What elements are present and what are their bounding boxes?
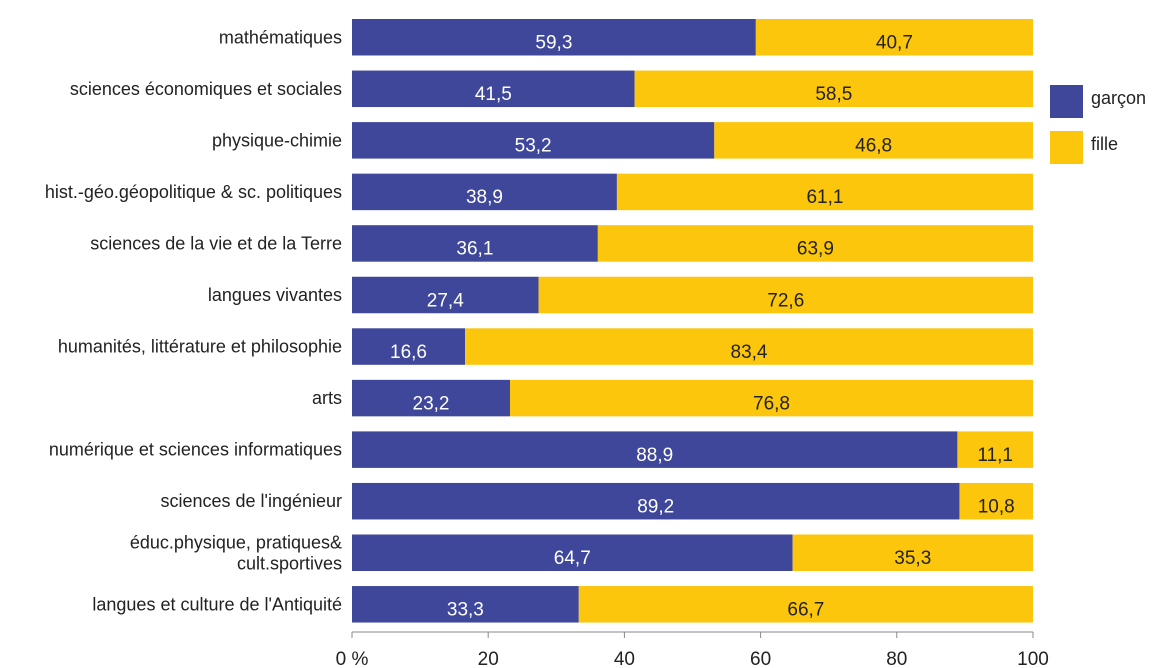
bar-garcon: [352, 586, 579, 623]
bar-garcon: [352, 122, 715, 159]
data-label: 46,8: [855, 136, 892, 157]
x-tick-label: 100: [1017, 649, 1049, 668]
data-label: 63,9: [797, 239, 834, 260]
data-label: 76,8: [753, 393, 790, 414]
data-label: 72,6: [767, 290, 804, 311]
bar-fille: [538, 276, 1033, 314]
category-label: langues et culture de l'Antiquité: [92, 594, 342, 614]
legend-swatch-fille: [1050, 131, 1083, 164]
bar-garcon: [352, 534, 793, 571]
category-label: physique-chimie: [212, 130, 342, 150]
legend-label: garçon: [1091, 88, 1146, 108]
bar-garcon: [352, 431, 958, 468]
category-label: cult.sportives: [237, 553, 342, 573]
bar-fille: [634, 70, 1033, 108]
data-label: 64,7: [554, 548, 591, 569]
bar-fille: [957, 431, 1033, 468]
data-label: 41,5: [475, 84, 512, 105]
bar-fille: [509, 379, 1033, 417]
legend-label: fille: [1091, 134, 1118, 154]
bar-fille: [792, 534, 1033, 571]
x-tick-label: 20: [478, 649, 499, 668]
category-label: sciences de l'ingénieur: [160, 491, 342, 511]
category-label: sciences de la vie et de la Terre: [90, 233, 342, 253]
bar-fille: [465, 328, 1033, 365]
data-label: 11,1: [977, 445, 1013, 466]
category-label: humanités, littérature et philosophie: [58, 337, 342, 357]
data-label: 27,4: [427, 290, 464, 311]
legend-swatch-garcon: [1050, 85, 1083, 118]
category-label: sciences économiques et sociales: [70, 79, 342, 99]
bar-fille: [578, 586, 1033, 623]
bar-fille: [597, 225, 1033, 262]
category-label: numérique et sciences informatiques: [49, 440, 342, 460]
data-label: 38,9: [466, 187, 503, 208]
bar-garcon: [352, 379, 510, 417]
bar-garcon: [352, 70, 635, 108]
data-label: 36,1: [456, 239, 493, 260]
bar-garcon: [352, 173, 617, 211]
data-label: 83,4: [731, 342, 768, 363]
bar-garcon: [352, 225, 598, 262]
bar-fille: [714, 122, 1033, 159]
x-tick-label: 0 %: [336, 649, 369, 668]
x-tick-label: 80: [886, 649, 907, 668]
data-label: 10,8: [978, 496, 1015, 517]
bar-garcon: [352, 482, 960, 520]
data-label: 33,3: [447, 600, 484, 621]
data-label: 23,2: [413, 393, 450, 414]
data-label: 66,7: [787, 600, 824, 621]
data-label: 53,2: [515, 136, 552, 157]
bar-garcon: [352, 328, 466, 365]
x-tick-label: 40: [614, 649, 635, 668]
data-label: 61,1: [806, 187, 843, 208]
bar-garcon: [352, 276, 539, 314]
category-label: mathématiques: [219, 27, 342, 47]
category-label: arts: [312, 388, 342, 408]
data-label: 59,3: [535, 33, 572, 54]
data-label: 58,5: [815, 84, 852, 105]
bar-garcon: [352, 19, 756, 56]
bar-fille: [616, 173, 1033, 211]
bar-fille: [959, 482, 1033, 520]
data-label: 35,3: [894, 548, 931, 569]
x-tick-label: 60: [750, 649, 771, 668]
category-label: langues vivantes: [208, 285, 342, 305]
bar-fille: [755, 19, 1033, 56]
data-label: 89,2: [637, 496, 674, 517]
data-label: 16,6: [390, 342, 427, 363]
category-label: hist.-géo.géopolitique & sc. politiques: [45, 182, 342, 202]
data-label: 88,9: [636, 445, 673, 466]
category-label: éduc.physique, pratiques&: [130, 532, 342, 552]
data-label: 40,7: [876, 33, 913, 54]
